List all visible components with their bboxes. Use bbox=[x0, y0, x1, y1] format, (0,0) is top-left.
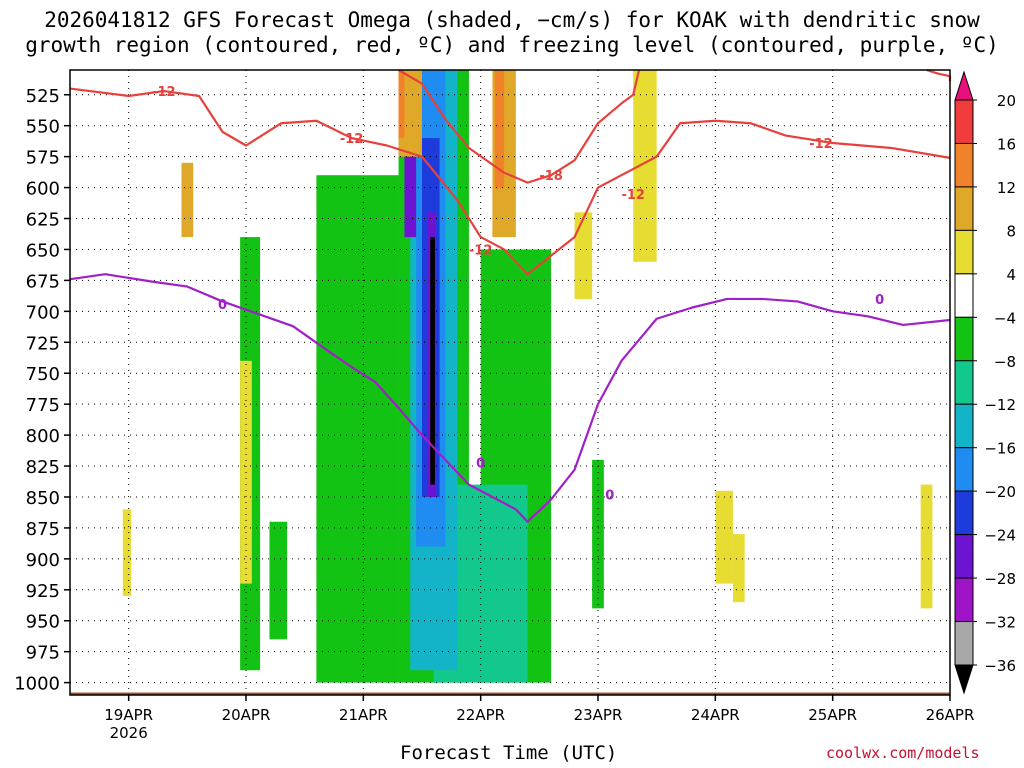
x-tick-label: 25APR bbox=[808, 706, 857, 724]
colorbar-label: −8 bbox=[994, 353, 1016, 371]
contour-label: -12 bbox=[340, 132, 364, 147]
colorbar-band bbox=[954, 142, 974, 188]
y-tick-label: 1000 bbox=[14, 674, 60, 695]
omega-shading bbox=[122, 70, 933, 683]
axes: 525 550 575 600 625 650 675 700 725 750 775 800 825 8… bbox=[14, 69, 975, 742]
omega-cell bbox=[715, 490, 733, 584]
omega-cell bbox=[920, 484, 933, 609]
colorbar-bottom-arrow bbox=[954, 664, 974, 695]
colorbar-label: 8 bbox=[1006, 222, 1016, 240]
colorbar-band bbox=[954, 186, 974, 231]
colorbar-band bbox=[954, 447, 974, 492]
colorbar: 20 16 12 8 4 −4 −8 −12 −16 −20 −24 −28 −32 −36 bbox=[954, 70, 1016, 695]
terrain-band-fill bbox=[70, 692, 950, 695]
colorbar-label: −4 bbox=[994, 309, 1016, 327]
contour-lines: -12 -12 -12 -12 -12 -18 0 0 0 0 bbox=[69, 68, 952, 523]
y-tick-label: 600 bbox=[26, 179, 60, 200]
colorbar-label: 16 bbox=[997, 135, 1016, 153]
omega-cell bbox=[494, 70, 505, 188]
omega-cell bbox=[316, 175, 399, 683]
contour-label: -12 bbox=[621, 188, 645, 203]
credit-link[interactable]: coolwx.com/models bbox=[826, 744, 980, 762]
contour-label: 0 bbox=[605, 489, 614, 504]
y-tick-label: 950 bbox=[26, 612, 60, 633]
x-tick-label: 21APR bbox=[339, 706, 388, 724]
contour-line bbox=[397, 69, 641, 184]
terrain-band bbox=[70, 692, 950, 695]
colorbar-label: −16 bbox=[984, 440, 1016, 458]
y-tick-label: 700 bbox=[26, 302, 60, 323]
y-tick-label: 900 bbox=[26, 550, 60, 571]
omega-cell bbox=[181, 162, 194, 238]
colorbar-label: −36 bbox=[984, 657, 1016, 675]
colorbar-label: −20 bbox=[984, 483, 1016, 501]
x-axis-label: Forecast Time (UTC) bbox=[400, 742, 618, 764]
contour-label: 0 bbox=[476, 456, 485, 471]
omega-cell bbox=[732, 534, 745, 603]
x-tick-label: 24APR bbox=[691, 706, 740, 724]
chart-title-line1: 2026041812 GFS Forecast Omega (shaded, −… bbox=[44, 8, 980, 32]
x-year-label: 2026 bbox=[110, 724, 148, 742]
colorbar-band bbox=[954, 99, 974, 144]
colorbar-label: 12 bbox=[997, 179, 1016, 197]
y-tick-label: 675 bbox=[26, 271, 60, 292]
y-tick-label: 800 bbox=[26, 426, 60, 447]
omega-cell bbox=[430, 237, 435, 485]
x-tick-label: 26APR bbox=[926, 706, 975, 724]
colorbar-band bbox=[954, 360, 974, 405]
colorbar-band bbox=[954, 534, 974, 579]
contour-line bbox=[926, 68, 952, 82]
colorbar-label: 4 bbox=[1006, 266, 1016, 284]
colorbar-top-arrow bbox=[954, 70, 974, 101]
contour-label: -12 bbox=[469, 243, 493, 258]
y-tick-label: 875 bbox=[26, 519, 60, 540]
y-tick-label: 650 bbox=[26, 240, 60, 261]
omega-cell bbox=[404, 113, 417, 238]
omega-cell bbox=[592, 459, 604, 609]
contour-label: 0 bbox=[218, 298, 227, 313]
y-tick-label: 725 bbox=[26, 333, 60, 354]
plot-frame bbox=[69, 69, 951, 696]
colorbar-label: −28 bbox=[984, 570, 1016, 588]
contour-label: -12 bbox=[809, 137, 833, 152]
omega-cell bbox=[122, 509, 132, 596]
y-tick-label: 625 bbox=[26, 210, 60, 231]
colorbar-label: −12 bbox=[984, 396, 1016, 414]
colorbar-band bbox=[954, 316, 974, 362]
colorbar-band bbox=[954, 621, 974, 666]
y-tick-label: 575 bbox=[26, 148, 60, 169]
y-tick-label: 825 bbox=[26, 457, 60, 478]
omega-cell bbox=[574, 212, 593, 299]
y-tick-label: 850 bbox=[26, 488, 60, 509]
contour-label: -12 bbox=[152, 85, 176, 100]
contour-line bbox=[69, 273, 951, 523]
y-tick-label: 550 bbox=[26, 117, 60, 138]
colorbar-band bbox=[954, 403, 974, 449]
omega-cell bbox=[398, 70, 405, 139]
y-tick-label: 775 bbox=[26, 395, 60, 416]
y-tick-label: 525 bbox=[26, 86, 60, 107]
colorbar-band bbox=[954, 273, 974, 318]
y-tick-label: 975 bbox=[26, 643, 60, 664]
colorbar-label: −24 bbox=[984, 527, 1016, 545]
contour-line bbox=[69, 87, 951, 276]
omega-cell bbox=[269, 521, 288, 640]
colorbar-band bbox=[954, 229, 974, 275]
x-tick-label: 19APR bbox=[104, 706, 153, 724]
x-tick-label: 23APR bbox=[574, 706, 623, 724]
chart-title-line2: growth region (contoured, red, ºC) and f… bbox=[25, 33, 999, 57]
colorbar-label: −32 bbox=[984, 614, 1016, 632]
x-tick-label: 20APR bbox=[222, 706, 271, 724]
x-tick-label: 22APR bbox=[456, 706, 505, 724]
y-tick-label: 750 bbox=[26, 364, 60, 385]
colorbar-band bbox=[954, 490, 974, 536]
colorbar-band bbox=[954, 577, 974, 623]
contour-label: 0 bbox=[875, 293, 884, 308]
omega-cell bbox=[633, 70, 657, 262]
contour-label: -18 bbox=[539, 169, 563, 184]
colorbar-label: 20 bbox=[997, 92, 1016, 110]
y-tick-label: 925 bbox=[26, 581, 60, 602]
